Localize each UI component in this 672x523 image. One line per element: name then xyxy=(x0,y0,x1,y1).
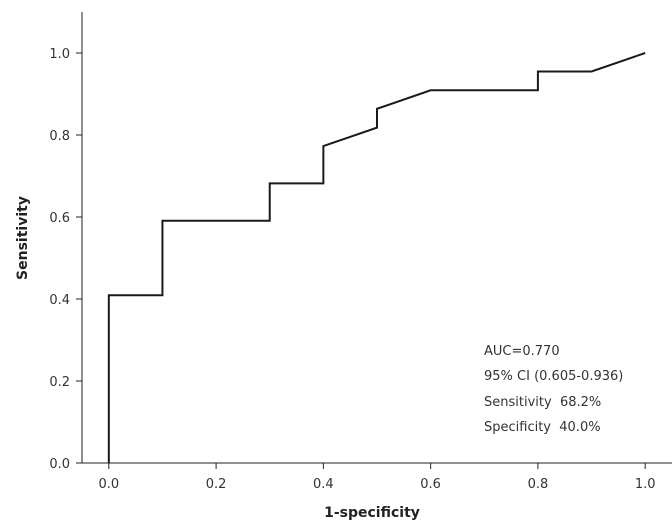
annotation-specificity: Specificity 40.0% xyxy=(484,420,601,435)
x-axis-title: 1-specificity xyxy=(324,505,420,521)
annotation-ci: 95% CI (0.605-0.936) xyxy=(484,369,623,384)
y-tick-label: 0.0 xyxy=(49,457,70,472)
y-tick-label: 0.2 xyxy=(49,375,70,390)
x-tick-label: 0.8 xyxy=(528,477,549,492)
y-tick-label: 0.4 xyxy=(49,293,70,308)
annotation-box: AUC=0.770 95% CI (0.605-0.936) Sensitivi… xyxy=(484,344,623,435)
x-tick-label: 0.6 xyxy=(420,477,441,492)
ticks: 0.0 0.2 0.4 0.6 0.8 1.0 0.0 0.2 0.4 0.6 0.8 1.0 xyxy=(49,47,655,492)
y-axis-title: Sensitivity xyxy=(15,196,31,280)
y-tick-label: 1.0 xyxy=(49,47,70,62)
y-tick-label: 0.8 xyxy=(49,129,70,144)
roc-curve-line xyxy=(107,52,646,463)
y-tick-label: 0.6 xyxy=(49,211,70,226)
x-tick-label: 0.4 xyxy=(313,477,334,492)
x-tick-label: 1.0 xyxy=(635,477,656,492)
x-tick-label: 0.0 xyxy=(98,477,119,492)
annotation-sensitivity: Sensitivity 68.2% xyxy=(484,395,601,410)
axes xyxy=(81,12,672,464)
x-tick-label: 0.2 xyxy=(206,477,227,492)
annotation-auc: AUC=0.770 xyxy=(484,344,560,359)
